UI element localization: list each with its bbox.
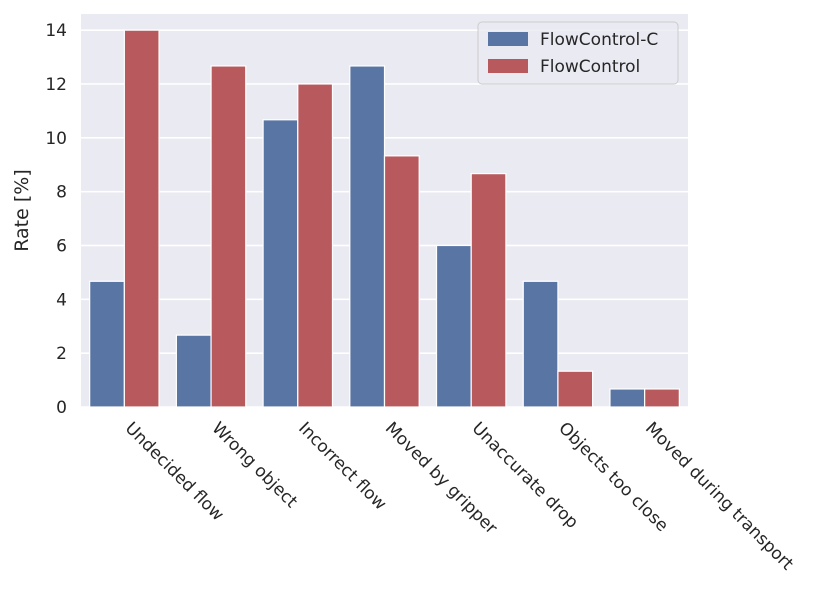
bar-flowcontrol-c-2 [262, 119, 299, 408]
bar-flowcontrol-4 [470, 173, 507, 408]
y-tick-label: 12 [45, 75, 67, 95]
legend-swatch [488, 59, 528, 73]
bars [89, 29, 680, 408]
bar-flowcontrol-2 [297, 83, 334, 408]
y-tick-label: 8 [56, 183, 67, 203]
y-tick-label: 4 [56, 290, 67, 310]
bar-flowcontrol-c-6 [609, 388, 646, 408]
bar-flowcontrol-c-1 [175, 334, 212, 408]
bar-flowcontrol-1 [210, 65, 247, 408]
x-tick-label: Moved during transport [641, 418, 797, 574]
legend: FlowControl-C FlowControl [477, 21, 679, 85]
x-tick-label: Wrong object [208, 418, 302, 512]
y-tick-label: 6 [56, 236, 67, 256]
bar-flowcontrol-c-4 [435, 244, 472, 408]
y-tick-label: 14 [45, 21, 67, 41]
y-tick-label: 0 [56, 398, 67, 418]
bar-flowcontrol-c-5 [522, 280, 559, 408]
bar-flowcontrol-6 [644, 388, 680, 408]
legend-swatch [488, 32, 528, 46]
bar-flowcontrol-0 [123, 29, 160, 408]
legend-entry: FlowControl-C [540, 30, 658, 50]
bar-flowcontrol-c-3 [349, 65, 386, 408]
bar-flowcontrol-3 [383, 155, 420, 408]
bar-flowcontrol-5 [557, 370, 594, 408]
legend-entry: FlowControl [540, 57, 640, 77]
y-tick-label: 2 [56, 344, 67, 364]
bar-flowcontrol-c-0 [89, 280, 125, 408]
y-axis-label: Rate [%] [11, 169, 33, 252]
y-tick-label: 10 [45, 129, 67, 149]
x-tick-label: Incorrect flow [294, 418, 390, 514]
y-tick-labels: 0 2 4 6 8 10 12 14 [45, 21, 67, 418]
